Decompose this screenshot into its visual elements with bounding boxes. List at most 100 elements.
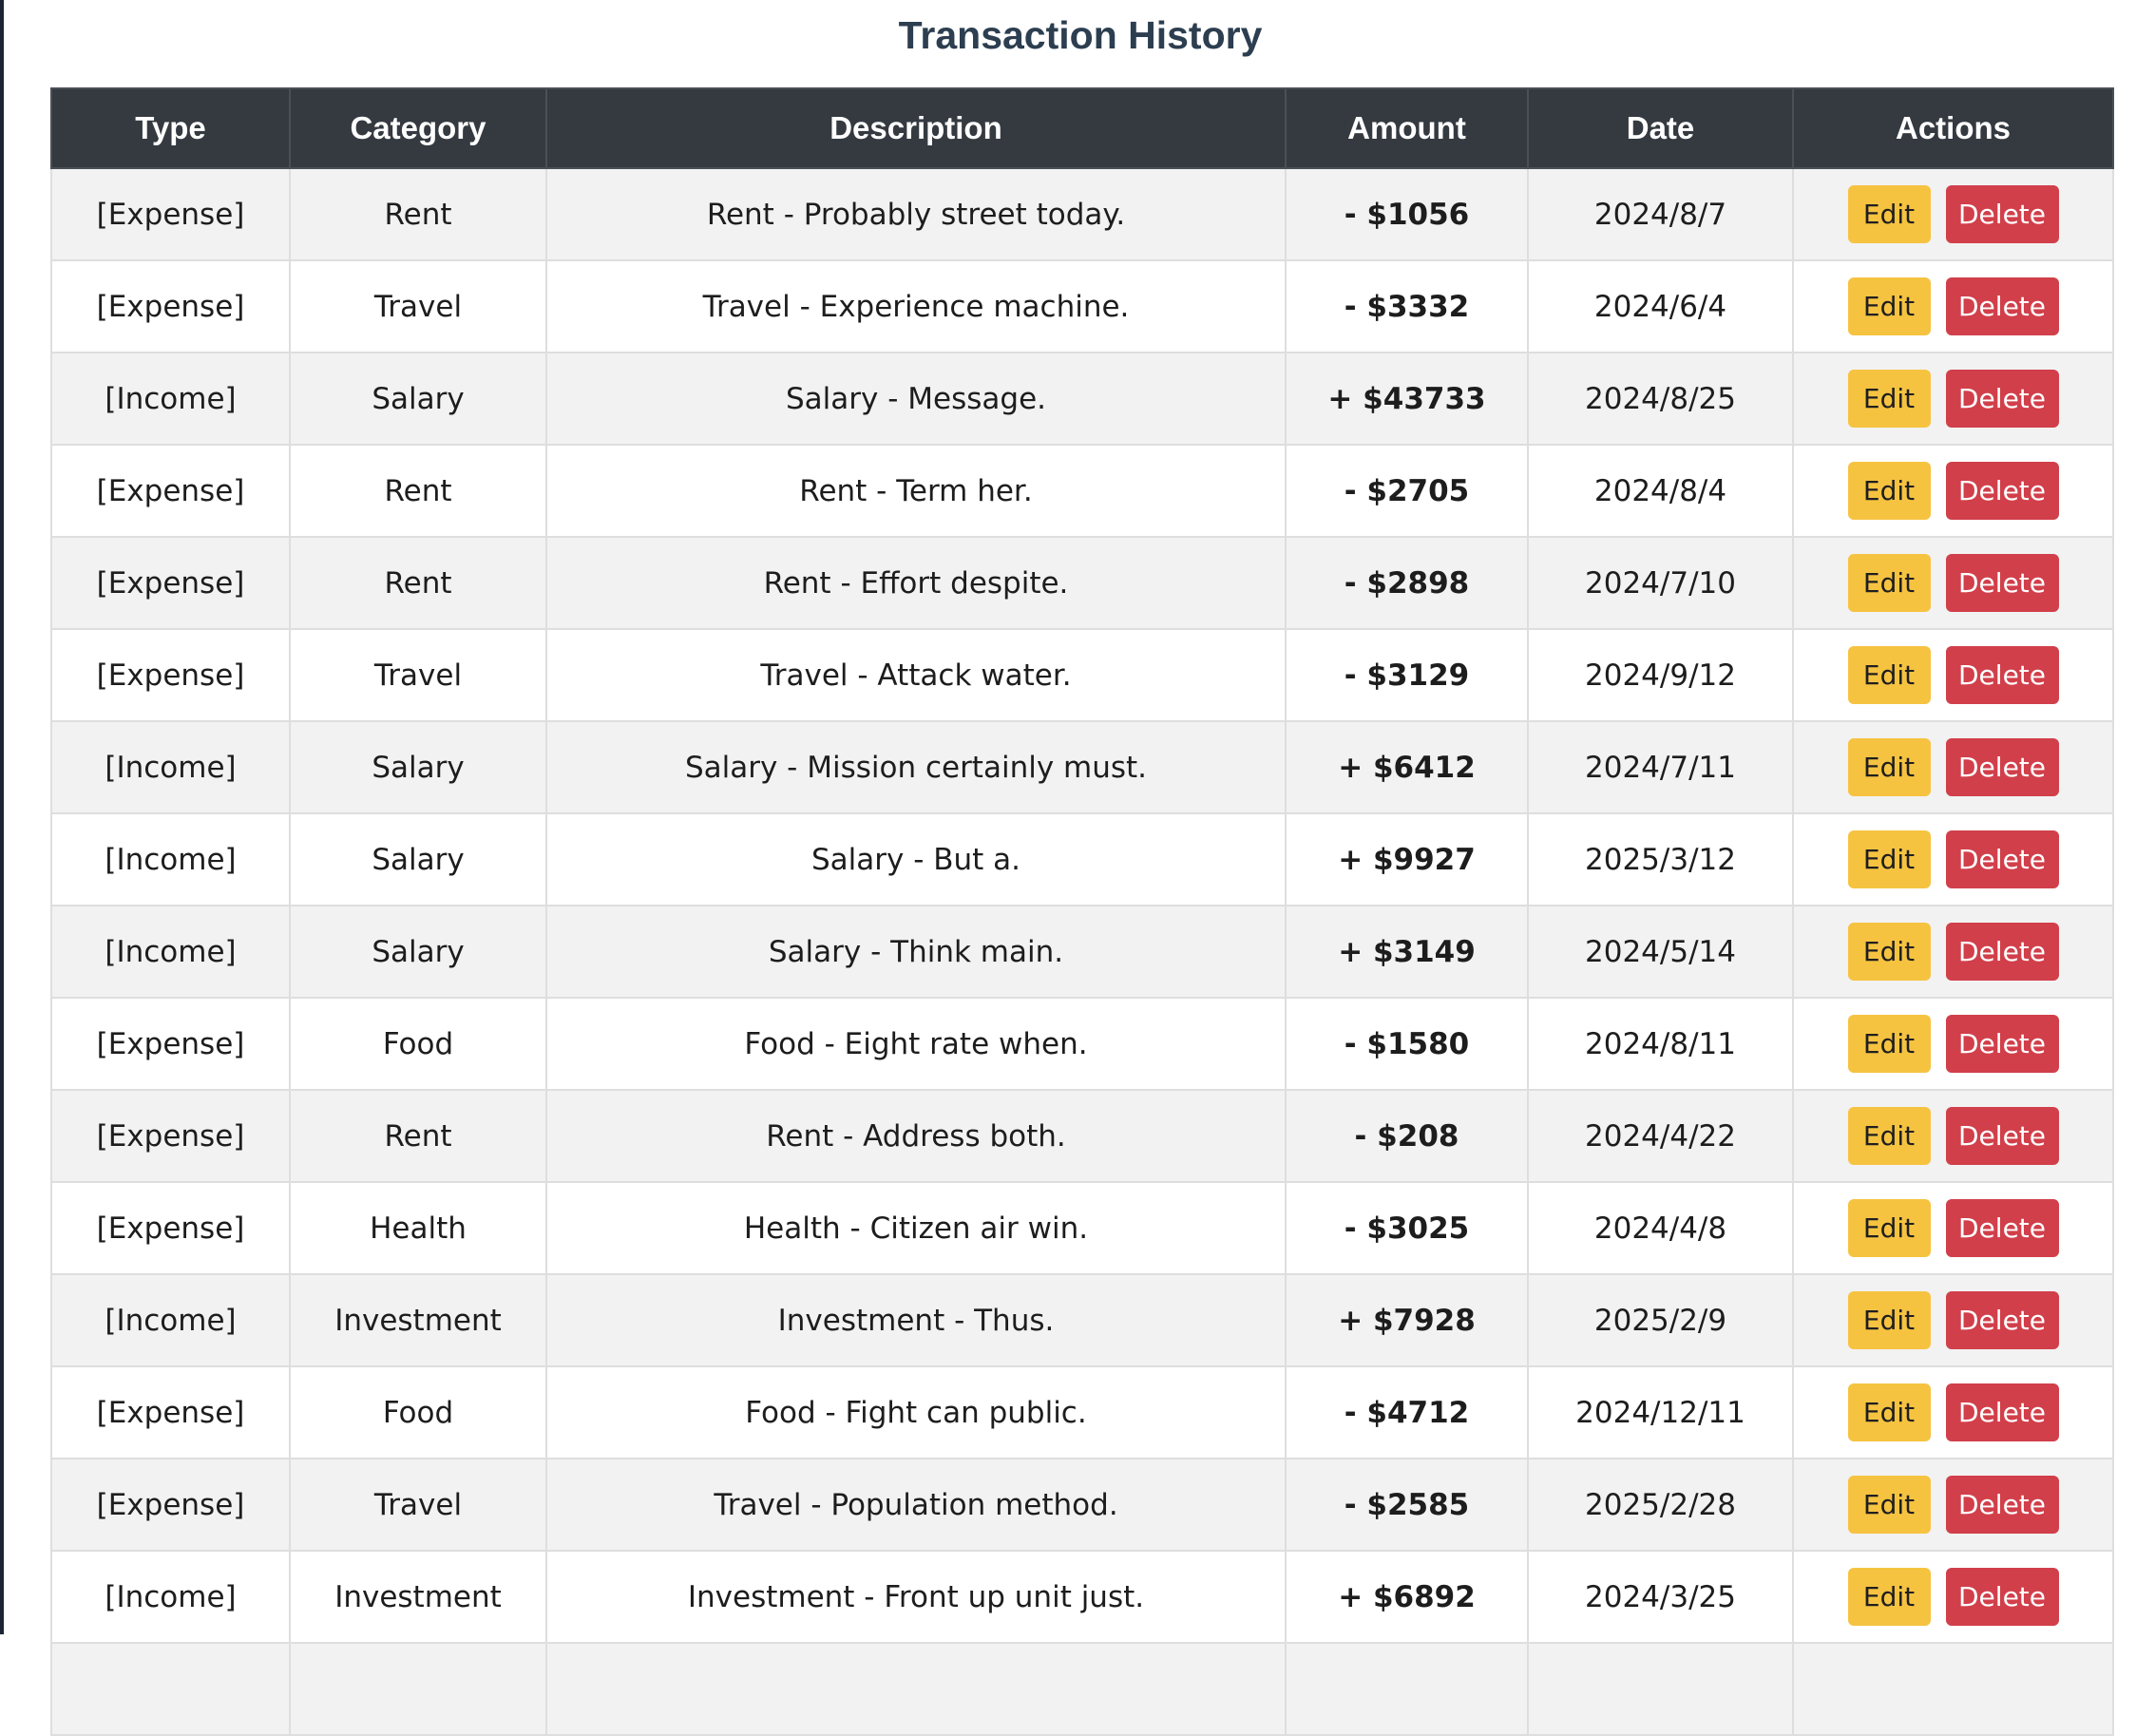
table-row: [Expense] Food Food - Fight can public. - $… xyxy=(50,1365,2114,1459)
delete-button[interactable]: Delete xyxy=(1945,1199,2059,1257)
edit-button[interactable]: Edit xyxy=(1847,185,1931,243)
edit-button[interactable]: Edit xyxy=(1847,1291,1931,1349)
cell-description: Health - Citizen air win. xyxy=(545,1181,1287,1275)
cell-amount: - $3332 xyxy=(1285,259,1529,353)
page-title: Transaction History xyxy=(898,13,1263,57)
cell-type: [Income] xyxy=(50,812,291,906)
delete-button[interactable]: Delete xyxy=(1945,1107,2059,1165)
edit-button[interactable]: Edit xyxy=(1847,1476,1931,1534)
edit-button[interactable]: Edit xyxy=(1847,277,1931,335)
cell-date: 2024/4/22 xyxy=(1527,1089,1794,1183)
edit-button[interactable]: Edit xyxy=(1847,1199,1931,1257)
cell-date: 2025/2/9 xyxy=(1527,1273,1794,1367)
edit-button[interactable]: Edit xyxy=(1847,1568,1931,1626)
edit-button[interactable]: Edit xyxy=(1847,1383,1931,1441)
row-actions: Edit Delete xyxy=(1794,1107,2112,1165)
delete-button[interactable]: Delete xyxy=(1945,1476,2059,1534)
column-header-actions: Actions xyxy=(1792,87,2114,169)
delete-button[interactable]: Delete xyxy=(1945,738,2059,796)
cell-category: Investment xyxy=(289,1550,547,1644)
cell-description: Travel - Population method. xyxy=(545,1458,1287,1552)
edit-button[interactable]: Edit xyxy=(1847,923,1931,981)
cell-description: Investment - Front up unit just. xyxy=(545,1550,1287,1644)
cell-type: [Expense] xyxy=(50,1089,291,1183)
delete-button[interactable]: Delete xyxy=(1945,370,2059,428)
cell-type: [Expense] xyxy=(50,536,291,630)
cell-actions: Edit Delete xyxy=(1792,628,2114,722)
cell-date: 2024/12/11 xyxy=(1527,1365,1794,1459)
cell-amount: - $208 xyxy=(1285,1089,1529,1183)
cell-type: [Expense] xyxy=(50,1181,291,1275)
cell-date: 2024/8/11 xyxy=(1527,997,1794,1091)
cell-category xyxy=(289,1642,547,1736)
table-row: [Income] Salary Salary - But a. + $9927 2025… xyxy=(50,812,2114,906)
edit-button[interactable]: Edit xyxy=(1847,646,1931,704)
table-row: [Income] Salary Salary - Message. + $43733 2… xyxy=(50,352,2114,446)
delete-button[interactable]: Delete xyxy=(1945,923,2059,981)
delete-button[interactable]: Delete xyxy=(1945,646,2059,704)
row-actions: Edit Delete xyxy=(1794,1476,2112,1534)
cell-date: 2024/8/4 xyxy=(1527,444,1794,538)
cell-description: Rent - Address both. xyxy=(545,1089,1287,1183)
cell-category: Health xyxy=(289,1181,547,1275)
cell-type: [Income] xyxy=(50,1273,291,1367)
delete-button[interactable]: Delete xyxy=(1945,1291,2059,1349)
table-row: [Income] Investment Investment - Thus. + $7… xyxy=(50,1273,2114,1367)
cell-description: Rent - Effort despite. xyxy=(545,536,1287,630)
delete-button[interactable]: Delete xyxy=(1945,1568,2059,1626)
edit-button[interactable]: Edit xyxy=(1847,830,1931,888)
cell-amount: - $4712 xyxy=(1285,1365,1529,1459)
row-actions: Edit Delete xyxy=(1794,370,2112,428)
table-row: [Expense] Food Food - Eight rate when. - $1… xyxy=(50,997,2114,1091)
column-header-category: Category xyxy=(289,87,547,169)
row-actions: Edit Delete xyxy=(1794,462,2112,520)
edit-button[interactable]: Edit xyxy=(1847,554,1931,612)
table-row: [Income] Salary Salary - Mission certainly… xyxy=(50,720,2114,814)
cell-date: 2024/7/11 xyxy=(1527,720,1794,814)
edit-button[interactable]: Edit xyxy=(1847,1107,1931,1165)
cell-type: [Expense] xyxy=(50,444,291,538)
cell-category: Travel xyxy=(289,259,547,353)
delete-button[interactable]: Delete xyxy=(1945,1383,2059,1441)
column-header-amount: Amount xyxy=(1285,87,1529,169)
edit-button[interactable]: Edit xyxy=(1847,738,1931,796)
cell-category: Rent xyxy=(289,1089,547,1183)
cell-actions: Edit Delete xyxy=(1792,259,2114,353)
row-actions: Edit Delete xyxy=(1794,1568,2112,1626)
row-actions: Edit Delete xyxy=(1794,277,2112,335)
cell-actions: Edit Delete xyxy=(1792,1365,2114,1459)
cell-actions: Edit Delete xyxy=(1792,352,2114,446)
delete-button[interactable]: Delete xyxy=(1945,462,2059,520)
cell-date: 2024/8/7 xyxy=(1527,167,1794,261)
delete-button[interactable]: Delete xyxy=(1945,185,2059,243)
delete-button[interactable]: Delete xyxy=(1945,1015,2059,1073)
delete-button[interactable]: Delete xyxy=(1945,830,2059,888)
row-actions: Edit Delete xyxy=(1794,185,2112,243)
cell-amount: + $43733 xyxy=(1285,352,1529,446)
row-actions: Edit Delete xyxy=(1794,923,2112,981)
edit-button[interactable]: Edit xyxy=(1847,462,1931,520)
cell-date: 2024/8/25 xyxy=(1527,352,1794,446)
cell-category: Travel xyxy=(289,1458,547,1552)
cell-date: 2024/6/4 xyxy=(1527,259,1794,353)
cell-type: [Income] xyxy=(50,352,291,446)
cell-type: [Expense] xyxy=(50,1458,291,1552)
row-actions: Edit Delete xyxy=(1794,554,2112,612)
cell-actions: Edit Delete xyxy=(1792,720,2114,814)
delete-button[interactable]: Delete xyxy=(1945,554,2059,612)
column-header-date: Date xyxy=(1527,87,1794,169)
table-row: [Expense] Travel Travel - Attack water. - $… xyxy=(50,628,2114,722)
table-row: [Expense] Travel Travel - Population metho… xyxy=(50,1458,2114,1552)
cell-description: Salary - Mission certainly must. xyxy=(545,720,1287,814)
edit-button[interactable]: Edit xyxy=(1847,370,1931,428)
cell-actions: Edit Delete xyxy=(1792,997,2114,1091)
cell-description: Salary - Message. xyxy=(545,352,1287,446)
delete-button[interactable]: Delete xyxy=(1945,277,2059,335)
cell-type xyxy=(50,1642,291,1736)
cell-category: Salary xyxy=(289,812,547,906)
cell-type: [Expense] xyxy=(50,628,291,722)
edit-button[interactable]: Edit xyxy=(1847,1015,1931,1073)
row-actions: Edit Delete xyxy=(1794,646,2112,704)
cell-amount: - $2898 xyxy=(1285,536,1529,630)
cell-category: Rent xyxy=(289,167,547,261)
